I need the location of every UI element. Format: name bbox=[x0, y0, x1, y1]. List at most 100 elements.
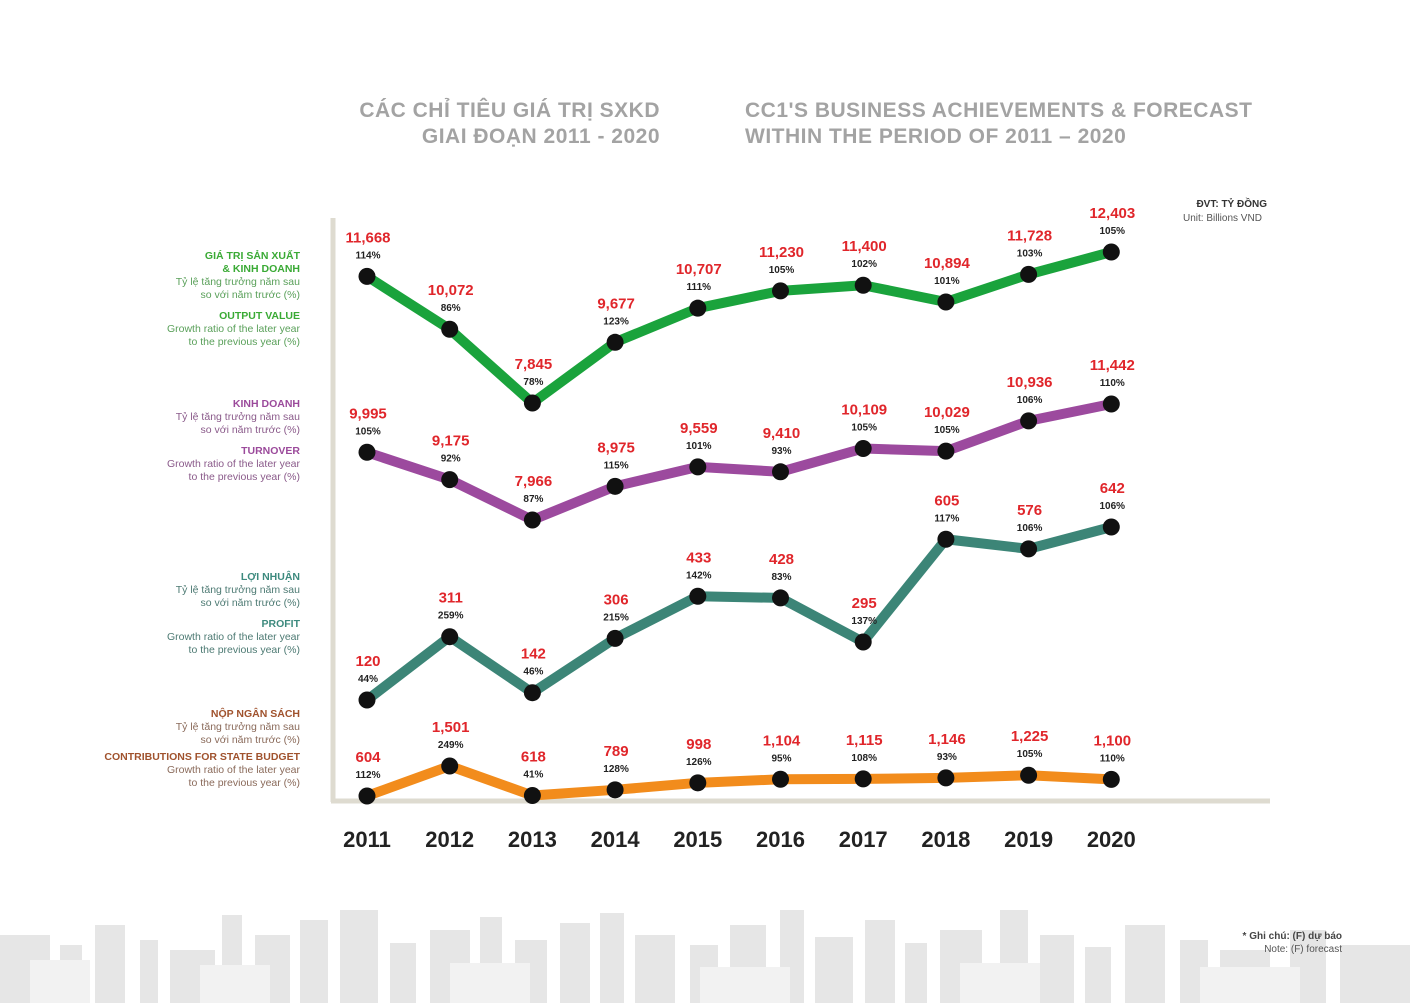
x-tick-label-2019: 2019 bbox=[1004, 827, 1053, 852]
value-label-profit-2017: 295 bbox=[852, 595, 877, 612]
legend-output-value: GIÁ TRỊ SẢN XUẤT & KINH DOANH Tỷ lệ tăng… bbox=[60, 250, 300, 349]
title-vn-line1: CÁC CHỈ TIÊU GIÁ TRỊ SXKD bbox=[359, 99, 660, 122]
growth-label-turnover-2015: 101% bbox=[686, 441, 712, 452]
value-label-turnover-2015: 9,559 bbox=[680, 420, 718, 437]
data-point-profit-2017 bbox=[854, 633, 872, 651]
legend-output-head-vn: GIÁ TRỊ SẢN XUẤT & KINH DOANH bbox=[204, 250, 300, 275]
footnote-en: Note: (F) forecast bbox=[1264, 944, 1342, 955]
skyline-decoration bbox=[0, 910, 1410, 1003]
growth-label-budget-2017: 108% bbox=[851, 753, 877, 764]
data-point-output-2019 bbox=[1020, 265, 1038, 283]
growth-label-output-2012: 86% bbox=[441, 303, 461, 314]
growth-label-budget-2019: 105% bbox=[1017, 749, 1043, 760]
growth-label-profit-2012: 259% bbox=[438, 611, 464, 622]
x-tick-label-2017: 2017 bbox=[839, 827, 888, 852]
growth-label-profit-2013: 46% bbox=[523, 667, 543, 678]
growth-label-output-2014: 123% bbox=[603, 316, 629, 327]
data-point-budget-2011 bbox=[358, 787, 376, 805]
growth-label-output-2015: 111% bbox=[687, 282, 712, 293]
data-point-output-2017 bbox=[854, 276, 872, 294]
value-label-budget-2018: 1,146 bbox=[928, 731, 966, 748]
data-point-profit-2011 bbox=[358, 691, 376, 709]
legend-output-desc-en: Growth ratio of the later year to the pr… bbox=[166, 323, 300, 348]
value-label-budget-2013: 618 bbox=[521, 749, 546, 766]
value-label-output-2014: 9,677 bbox=[597, 295, 635, 312]
data-point-output-2013 bbox=[523, 394, 541, 412]
data-point-output-2020 bbox=[1102, 243, 1120, 261]
growth-label-profit-2016: 83% bbox=[771, 572, 791, 583]
legend-profit-desc-en: Growth ratio of the later year to the pr… bbox=[166, 631, 300, 656]
value-label-profit-2012: 311 bbox=[439, 590, 463, 607]
title-en-line2: WITHIN THE PERIOD OF 2011 – 2020 bbox=[745, 125, 1127, 148]
value-label-turnover-2011: 9,995 bbox=[349, 405, 387, 422]
data-point-budget-2014 bbox=[606, 781, 624, 799]
growth-label-output-2020: 105% bbox=[1100, 226, 1126, 237]
growth-label-profit-2014: 215% bbox=[603, 612, 629, 623]
value-label-turnover-2014: 8,975 bbox=[597, 439, 635, 456]
data-point-turnover-2012 bbox=[441, 471, 459, 489]
value-label-budget-2011: 604 bbox=[355, 749, 381, 766]
growth-label-turnover-2020: 110% bbox=[1100, 378, 1125, 389]
data-point-profit-2014 bbox=[606, 629, 624, 647]
unit-label: ĐVT: TỶ ĐỒNG Unit: Billions VND bbox=[1183, 198, 1267, 226]
title-english: CC1'S BUSINESS ACHIEVEMENTS & FORECAST W… bbox=[745, 98, 1345, 150]
value-label-budget-2015: 998 bbox=[686, 736, 711, 753]
growth-label-output-2011: 114% bbox=[355, 250, 380, 261]
growth-label-output-2019: 103% bbox=[1017, 248, 1043, 259]
data-point-turnover-2017 bbox=[854, 439, 872, 457]
legend-turnover-head-vn: KINH DOANH bbox=[232, 398, 300, 410]
series-line-turnover bbox=[362, 399, 1117, 525]
x-tick-label-2020: 2020 bbox=[1087, 827, 1136, 852]
value-label-budget-2017: 1,115 bbox=[846, 732, 883, 749]
legend-output-desc-vn: Tỷ lệ tăng trưởng năm sau so với năm trư… bbox=[175, 276, 300, 301]
growth-label-turnover-2016: 93% bbox=[771, 446, 791, 457]
growth-label-turnover-2019: 106% bbox=[1017, 395, 1043, 406]
value-label-budget-2016: 1,104 bbox=[763, 732, 801, 749]
growth-label-profit-2019: 106% bbox=[1017, 523, 1043, 534]
value-label-profit-2020: 642 bbox=[1100, 480, 1125, 497]
growth-label-profit-2018: 117% bbox=[934, 513, 959, 524]
data-point-profit-2016 bbox=[772, 589, 789, 607]
data-point-turnover-2011 bbox=[358, 443, 376, 461]
growth-label-profit-2011: 44% bbox=[358, 674, 378, 685]
legend-state-budget: NỘP NGÂN SÁCH Tỷ lệ tăng trưởng năm sau … bbox=[60, 708, 300, 790]
value-label-output-2017: 11,400 bbox=[842, 238, 887, 255]
value-label-turnover-2018: 10,029 bbox=[924, 404, 970, 421]
growth-label-budget-2015: 126% bbox=[686, 757, 712, 768]
legend-budget-head-en: CONTRIBUTIONS FOR STATE BUDGET bbox=[104, 751, 300, 763]
growth-label-turnover-2017: 105% bbox=[851, 422, 877, 433]
growth-label-turnover-2014: 115% bbox=[604, 460, 629, 471]
data-point-budget-2017 bbox=[854, 770, 872, 788]
growth-label-budget-2018: 93% bbox=[937, 752, 957, 763]
data-point-turnover-2015 bbox=[689, 458, 707, 476]
data-point-profit-2012 bbox=[441, 628, 459, 646]
value-label-profit-2015: 433 bbox=[686, 549, 711, 566]
footnote: * Ghi chú: (F) dự báo Note: (F) forecast bbox=[1200, 930, 1342, 956]
growth-label-budget-2011: 112% bbox=[355, 770, 380, 781]
value-label-turnover-2016: 9,410 bbox=[763, 425, 801, 442]
data-point-output-2015 bbox=[689, 299, 707, 317]
data-point-output-2014 bbox=[606, 333, 624, 351]
data-point-budget-2018 bbox=[937, 769, 955, 787]
value-label-output-2019: 11,728 bbox=[1007, 227, 1052, 244]
data-point-turnover-2014 bbox=[606, 477, 624, 495]
x-tick-label-2014: 2014 bbox=[591, 827, 641, 852]
series-line-budget bbox=[362, 761, 1117, 801]
legend-turnover-desc-en: Growth ratio of the later year to the pr… bbox=[166, 458, 300, 483]
value-label-output-2020: 12,403 bbox=[1089, 205, 1135, 222]
title-en-line1: CC1'S BUSINESS ACHIEVEMENTS & FORECAST bbox=[745, 99, 1253, 122]
x-tick-label-2011: 2011 bbox=[343, 827, 391, 852]
unit-vn: ĐVT: TỶ ĐỒNG bbox=[1196, 199, 1267, 210]
legend-profit-head-en: PROFIT bbox=[261, 618, 301, 630]
data-point-output-2016 bbox=[772, 282, 789, 300]
growth-label-budget-2020: 110% bbox=[1100, 753, 1125, 764]
value-label-turnover-2020: 11,442 bbox=[1090, 357, 1135, 374]
data-point-output-2018 bbox=[937, 293, 955, 311]
growth-label-budget-2012: 249% bbox=[438, 740, 464, 751]
value-label-output-2015: 10,707 bbox=[676, 261, 722, 278]
value-label-profit-2011: 120 bbox=[355, 653, 380, 670]
growth-label-profit-2017: 137% bbox=[851, 616, 877, 627]
data-point-turnover-2019 bbox=[1020, 412, 1038, 430]
data-point-turnover-2013 bbox=[523, 511, 541, 529]
data-point-output-2011 bbox=[358, 267, 376, 285]
